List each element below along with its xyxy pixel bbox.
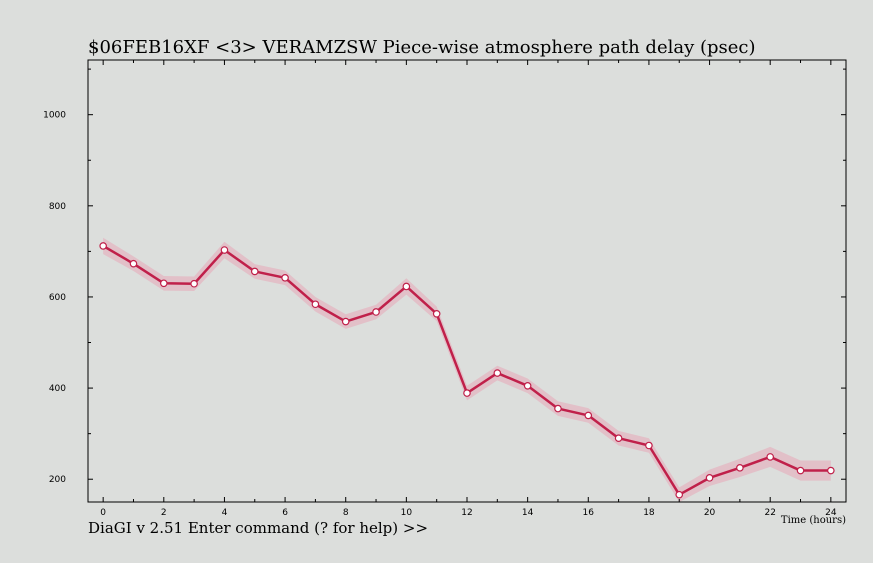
x-tick-label: 6 [282,508,288,518]
data-point [190,279,198,288]
data-point [493,369,502,377]
data-point [372,308,380,316]
series-marker-layer [99,242,835,499]
data-point [341,317,350,326]
data-point [736,464,744,472]
x-tick-label: 4 [222,508,228,518]
data-point [311,300,320,309]
data-point [614,434,623,443]
y-tick-label: 400 [49,384,66,394]
y-tick-label: 600 [49,293,66,303]
x-tick-label: 2 [161,508,167,518]
data-point [402,282,411,291]
x-tick-label: 0 [100,508,106,518]
x-tick-label: 8 [343,508,349,518]
data-point [523,382,532,390]
data-point [827,466,835,475]
error-band [103,237,831,502]
data-point [129,259,138,268]
x-tick-label: 24 [825,508,837,518]
data-point [645,441,653,450]
series-line [102,244,831,496]
error-band-layer [103,237,831,502]
data-point [432,310,441,318]
y-tick-label: 200 [49,475,66,485]
y-tick-label: 800 [49,202,66,212]
data-point [463,389,471,397]
x-tick-label: 18 [643,508,655,518]
x-tick-label: 22 [764,508,775,518]
y-tick-label: 1000 [43,111,66,121]
x-axis-label: Time (hours) [781,515,846,526]
data-point [796,466,805,475]
command-prompt[interactable]: DiaGI v 2.51 Enter command (? for help) … [88,519,428,537]
x-tick-label: 16 [583,508,595,518]
chart-title: $06FEB16XF <3> VERAMZSW Piece-wise atmos… [88,37,756,58]
data-point [220,246,229,254]
data-point [705,474,714,482]
data-point [675,490,684,499]
x-tick-label: 12 [461,508,472,518]
data-point [160,279,168,288]
data-point [281,274,289,282]
x-tick-label: 20 [704,508,716,518]
series-line-layer [102,244,831,496]
x-tick-label: 14 [522,508,534,518]
data-point [250,267,259,276]
data-point [99,242,107,250]
x-tick-label: 10 [401,508,413,518]
data-point [554,404,562,413]
data-point [584,411,593,420]
data-point [766,453,775,461]
